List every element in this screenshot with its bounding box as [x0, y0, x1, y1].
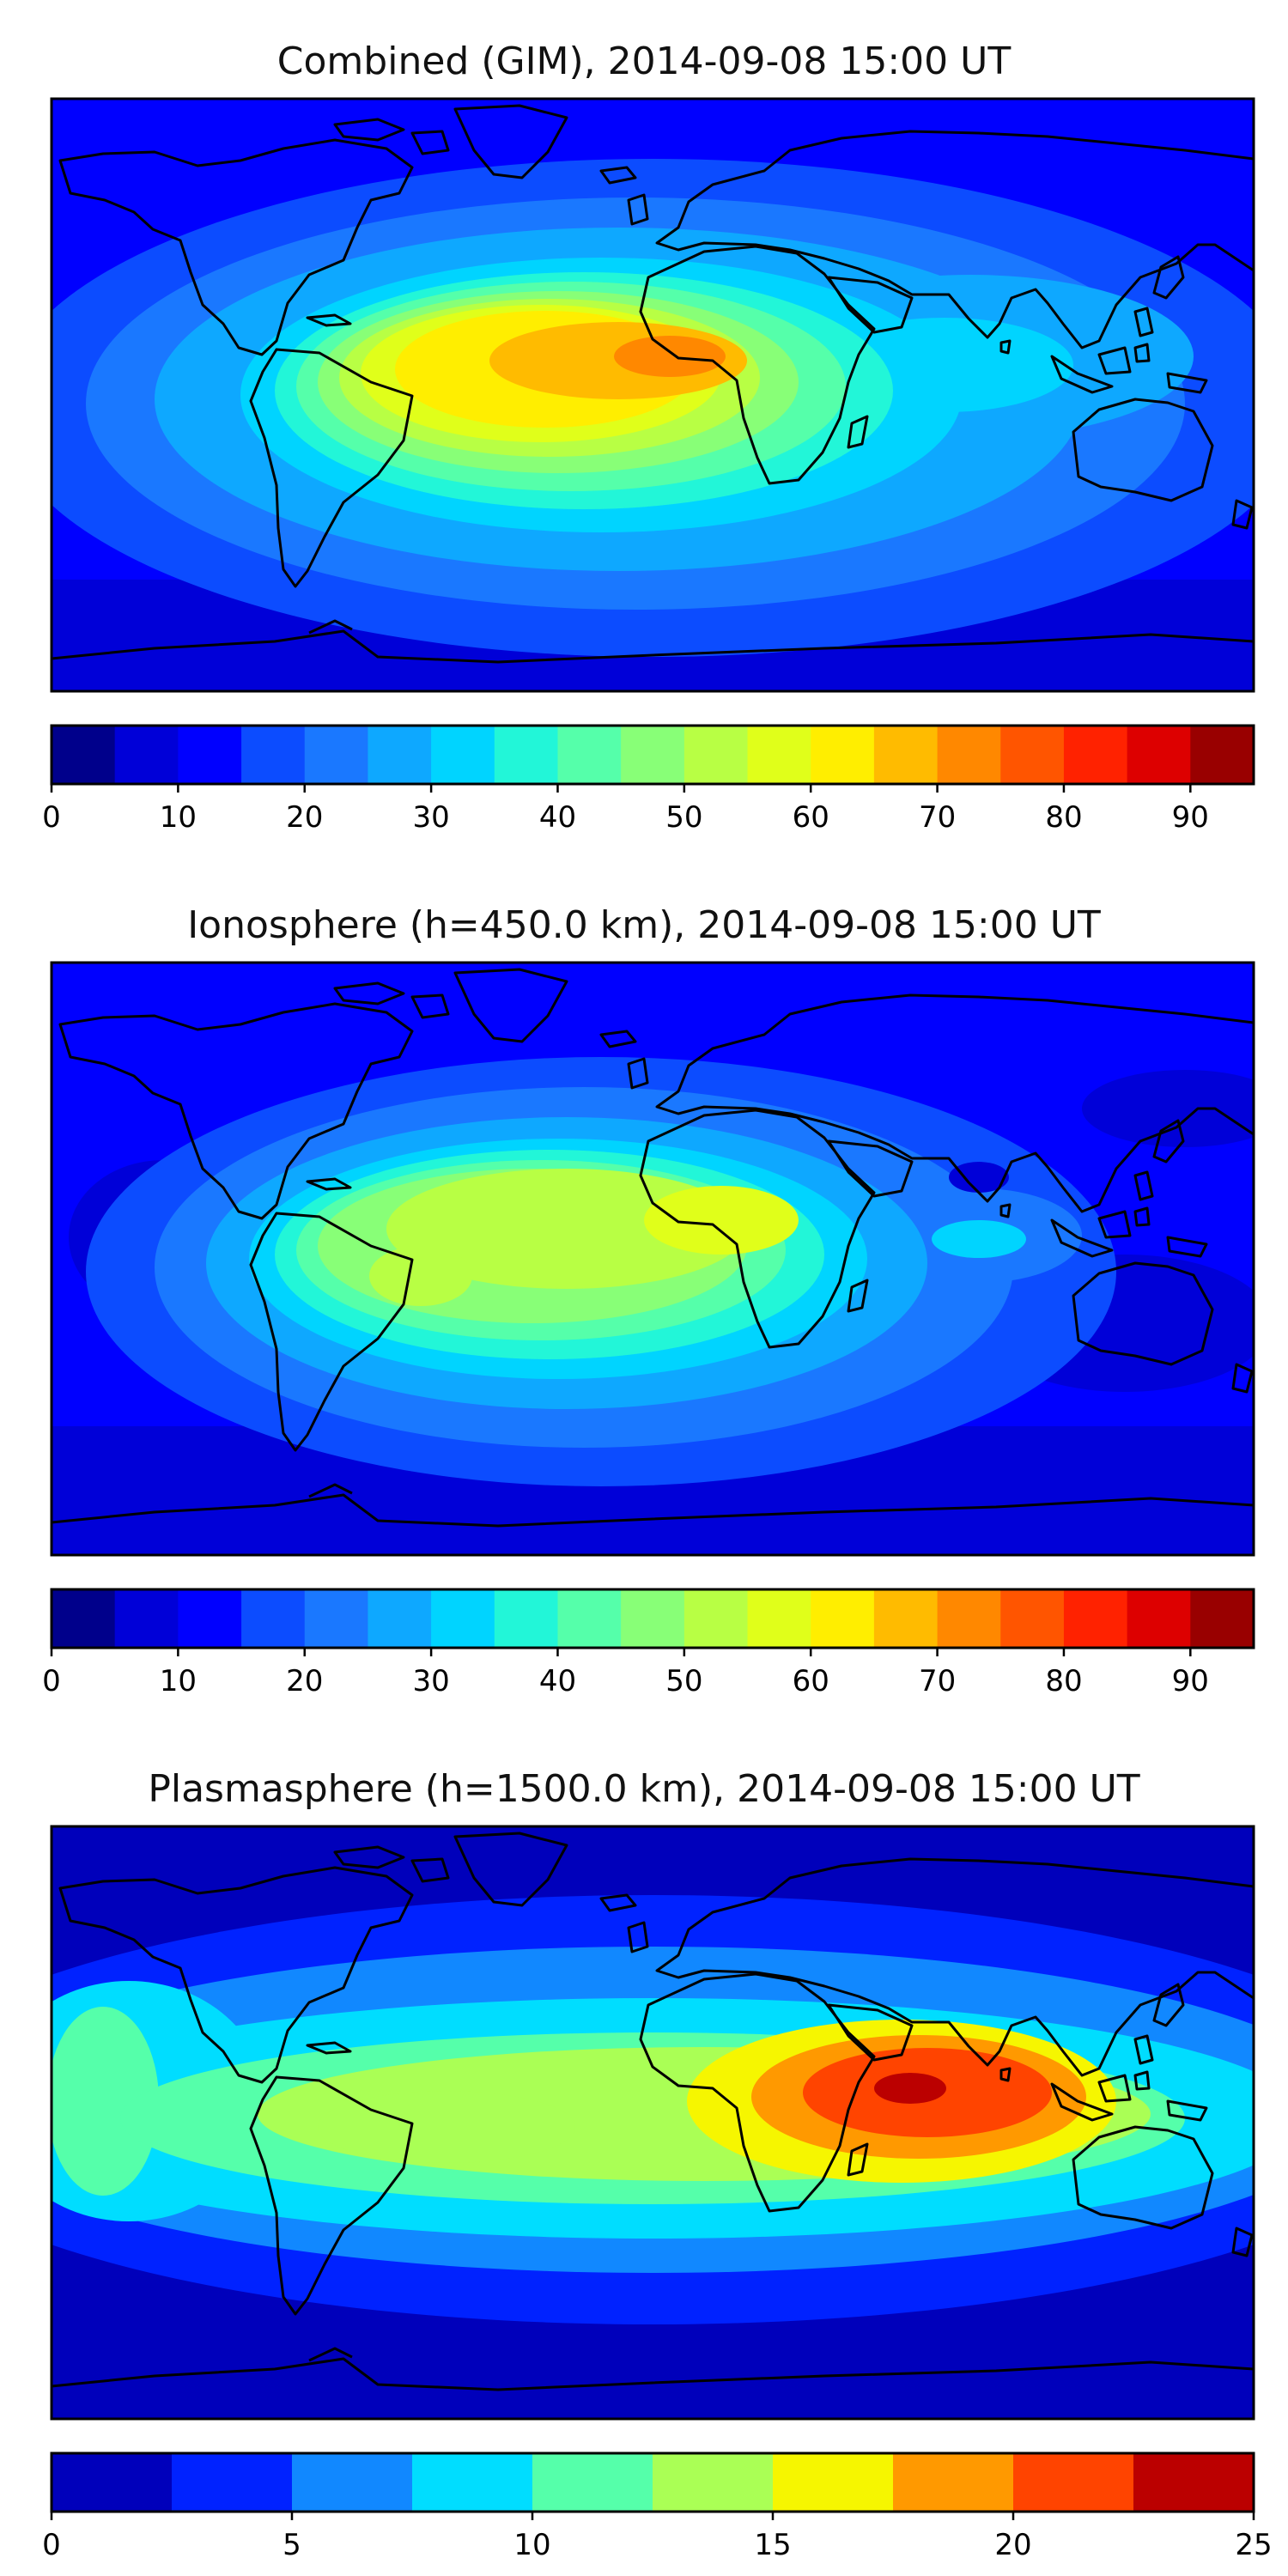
colorbar-tick-label: 40	[539, 800, 576, 835]
colorbar-segment	[683, 726, 749, 784]
colorbar-segment	[811, 726, 875, 784]
colorbar-segment	[747, 1589, 811, 1648]
colorbar-plasmasphere: 0 5 10 15 20 25	[42, 2451, 1273, 2562]
map-plasmasphere	[50, 1825, 1255, 2421]
colorbar-tick-label: 15	[754, 2528, 791, 2562]
colorbar-segment	[52, 1589, 116, 1648]
colorbar-tick-label: 0	[42, 1664, 61, 1698]
colorbar-tick-label: 40	[539, 1664, 576, 1698]
colorbar-segment	[1190, 726, 1255, 784]
colorbar-segment	[172, 2453, 293, 2512]
colorbar-tick-label: 80	[1045, 1664, 1082, 1698]
colorbar-segment	[292, 2453, 413, 2512]
map-combined	[50, 97, 1255, 693]
colorbar-segment	[114, 726, 179, 784]
map-title-ionosphere: Ionosphere (h=450.0 km), 2014-09-08 15:0…	[187, 903, 1101, 947]
colorbar-segment	[1000, 726, 1065, 784]
colorbar-segment	[1190, 1589, 1255, 1648]
colorbar-tick-label: 5	[283, 2528, 301, 2562]
colorbar-tick-label: 25	[1235, 2528, 1272, 2562]
colorbar-segment	[431, 1589, 495, 1648]
colorbar-tick-label: 90	[1172, 800, 1209, 835]
colorbar-segment	[368, 1589, 432, 1648]
colorbar-tick-label: 70	[919, 1664, 956, 1698]
colorbar-tick-label: 90	[1172, 1664, 1209, 1698]
colorbar-segment	[114, 1589, 179, 1648]
colorbar-segment	[494, 1589, 559, 1648]
colorbar-tick-label: 50	[665, 800, 702, 835]
colorbar-segment	[937, 726, 1001, 784]
colorbar-tick-label: 0	[42, 800, 61, 835]
colorbar-segment	[178, 1589, 242, 1648]
colorbar-segment	[621, 1589, 685, 1648]
colorbar-tick-label: 10	[160, 800, 197, 835]
colorbar-segment	[557, 1589, 622, 1648]
colorbar-segment	[653, 2453, 774, 2512]
map-title-combined: Combined (GIM), 2014-09-08 15:00 UT	[276, 39, 1012, 83]
colorbar-tick-label: 60	[793, 800, 829, 835]
colorbar-segment	[368, 726, 432, 784]
colorbar-tick-label: 50	[665, 1664, 702, 1698]
colorbar-tick-label: 10	[513, 2528, 550, 2562]
colorbar-segment	[532, 2453, 653, 2512]
colorbar-segment	[1013, 2453, 1134, 2512]
colorbar-segment	[1127, 726, 1191, 784]
colorbar-tick-label: 30	[412, 1664, 449, 1698]
colorbar-tick-label: 20	[994, 2528, 1031, 2562]
colorbar-segment	[937, 1589, 1001, 1648]
colorbar-segment	[412, 2453, 533, 2512]
colorbar-segment	[893, 2453, 1014, 2512]
colorbar-combined: 0 10 20 30 40 50 60 70 80 90	[42, 724, 1255, 835]
colorbar-segment	[873, 726, 939, 784]
colorbar-tick-label: 20	[286, 1664, 323, 1698]
colorbar-segment	[304, 726, 369, 784]
colorbar-tick-label: 60	[793, 1664, 829, 1698]
map-ionosphere	[50, 961, 1255, 1557]
colorbar-segment	[52, 726, 116, 784]
colorbar-tick-label: 10	[160, 1664, 197, 1698]
colorbar-segment	[683, 1589, 749, 1648]
colorbar-segment	[241, 1589, 306, 1648]
colorbar-segment	[873, 1589, 939, 1648]
colorbar-segment	[1000, 1589, 1065, 1648]
colorbar-segment	[178, 726, 242, 784]
colorbar-segment	[241, 726, 306, 784]
colorbar-tick-label: 80	[1045, 800, 1082, 835]
map-title-plasmasphere: Plasmasphere (h=1500.0 km), 2014-09-08 1…	[148, 1767, 1140, 1811]
colorbar-segment	[621, 726, 685, 784]
colorbar-segment	[557, 726, 622, 784]
colorbar-segment	[811, 1589, 875, 1648]
colorbar-tick-label: 70	[919, 800, 956, 835]
colorbar-segment	[1063, 1589, 1128, 1648]
colorbar-segment	[52, 2453, 173, 2512]
colorbar-tick-label: 0	[42, 2528, 61, 2562]
colorbar-segment	[1063, 726, 1128, 784]
colorbar-frame	[50, 724, 1255, 786]
colorbar-ionosphere: 0 10 20 30 40 50 60 70 80 90	[42, 1588, 1255, 1698]
colorbar-segment	[304, 1589, 369, 1648]
colorbar-segment	[1127, 1589, 1191, 1648]
colorbar-segment	[747, 726, 811, 784]
colorbar-frame	[50, 2451, 1255, 2513]
colorbar-tick-label: 20	[286, 800, 323, 835]
colorbar-segment	[494, 726, 559, 784]
colorbar-segment	[431, 726, 495, 784]
colorbar-segment	[1133, 2453, 1255, 2512]
colorbar-frame	[50, 1588, 1255, 1649]
colorbar-segment	[773, 2453, 894, 2512]
colorbar-tick-label: 30	[412, 800, 449, 835]
